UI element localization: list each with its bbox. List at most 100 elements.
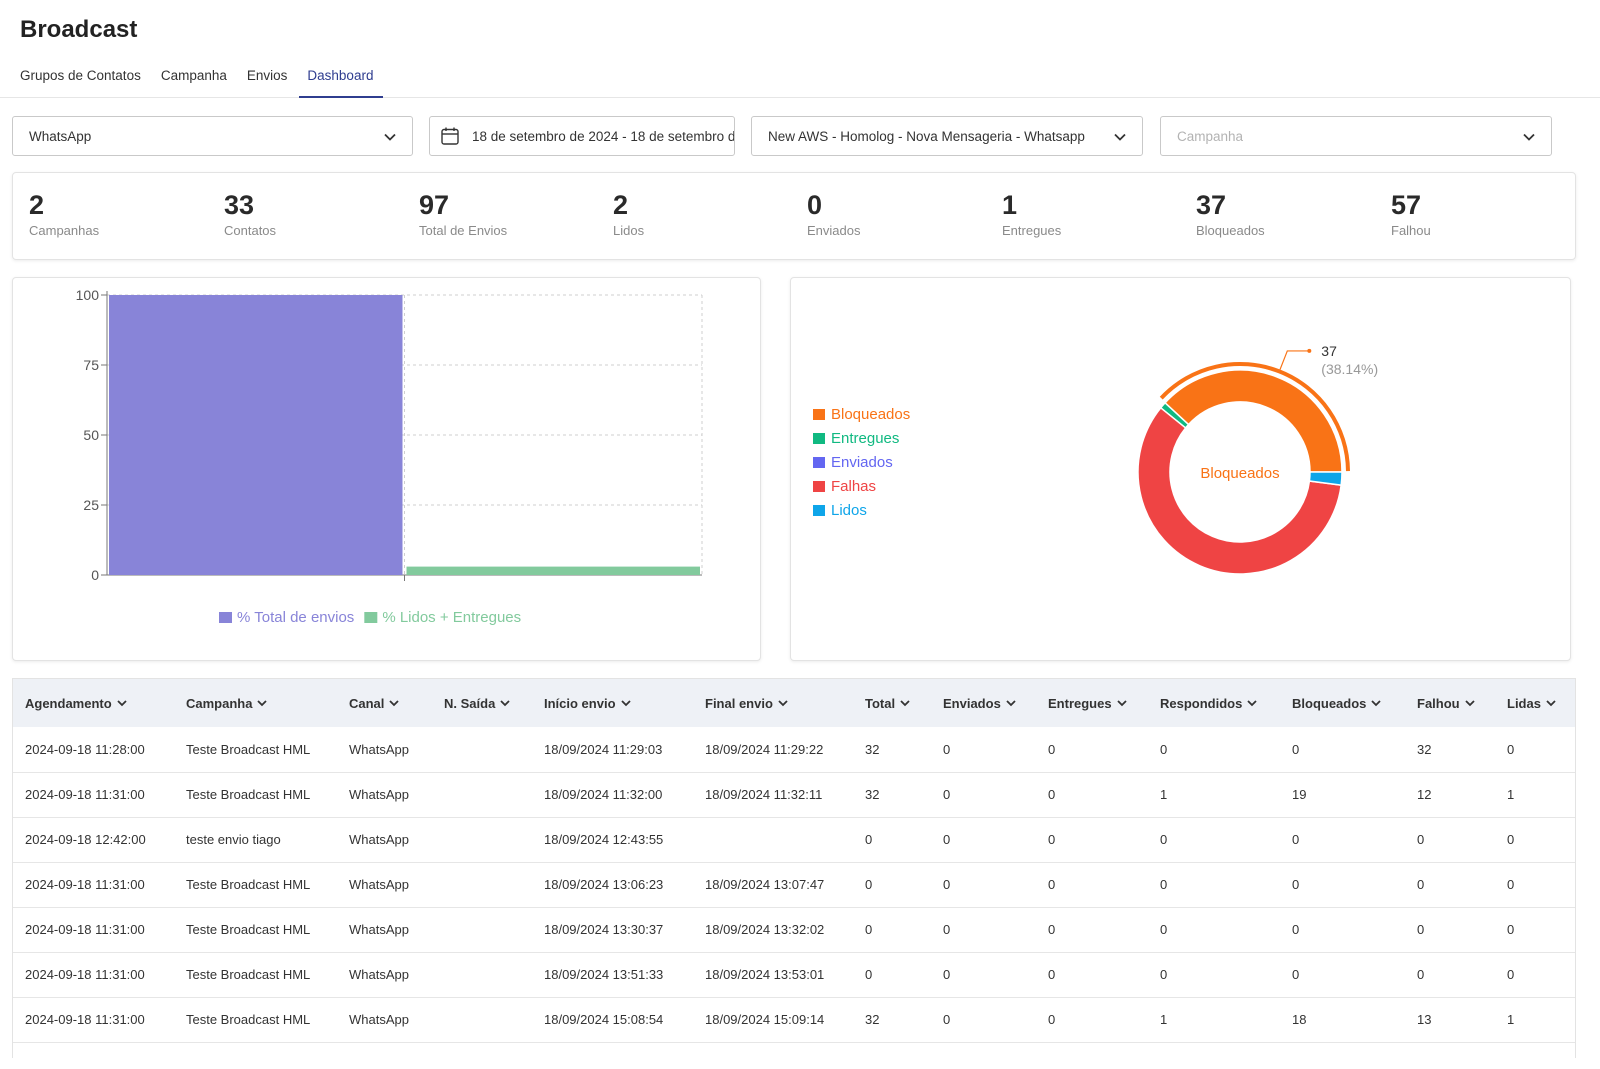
tab-grupos-de-contatos[interactable]: Grupos de Contatos bbox=[20, 68, 141, 83]
chevron-down-icon bbox=[778, 699, 788, 706]
legend-label[interactable]: Enviados bbox=[831, 454, 893, 471]
table-cell: 0 bbox=[1036, 817, 1148, 863]
bar[interactable] bbox=[109, 295, 403, 575]
table-cell: 18/09/2024 15:08:54 bbox=[532, 997, 693, 1043]
tab-bar: Grupos de Contatos Campanha Envios Dashb… bbox=[12, 62, 387, 98]
table-row[interactable]: 2024-09-18 11:28:00 Teste Broadcast HML Wh… bbox=[13, 727, 1575, 773]
column-header[interactable]: Lidas bbox=[1495, 679, 1575, 727]
table-cell: 18/09/2024 11:32:11 bbox=[693, 772, 853, 818]
table-cell: 0 bbox=[931, 817, 1036, 863]
stat-label: Total de Envios bbox=[419, 222, 508, 238]
legend-label[interactable]: Entregues bbox=[831, 430, 899, 447]
stat-label: Falhou bbox=[1391, 222, 1431, 238]
table-cell: 0 bbox=[1495, 817, 1575, 863]
column-header[interactable]: Bloqueados bbox=[1280, 679, 1405, 727]
table-cell: 12 bbox=[1405, 772, 1495, 818]
bar-grid bbox=[107, 294, 703, 575]
legend-swatch bbox=[813, 481, 825, 492]
channel-select-value: WhatsApp bbox=[29, 128, 92, 144]
table-row[interactable]: 2024-09-18 11:31:00 Teste Broadcast HML Wh… bbox=[13, 952, 1575, 998]
legend-label[interactable]: Lidos bbox=[831, 502, 867, 519]
column-header[interactable]: Total bbox=[853, 679, 931, 727]
table-cell: 0 bbox=[1036, 907, 1148, 953]
table-cell: 19 bbox=[1280, 772, 1405, 818]
table-cell: 0 bbox=[1405, 952, 1495, 998]
table-cell bbox=[432, 907, 532, 953]
table-cell: 0 bbox=[1405, 817, 1495, 863]
table-cell: 18/09/2024 13:53:01 bbox=[693, 952, 853, 998]
column-header[interactable]: Entregues bbox=[1036, 679, 1148, 727]
table-cell: 18/09/2024 13:30:37 bbox=[532, 907, 693, 953]
table-cell: 2024-09-18 12:42:00 bbox=[13, 817, 174, 863]
chevron-down-icon bbox=[1247, 699, 1257, 706]
table-cell: WhatsApp bbox=[337, 727, 432, 773]
legend-label[interactable]: Falhas bbox=[831, 478, 876, 495]
donut-slice[interactable] bbox=[1137, 406, 1342, 575]
legend-swatch bbox=[813, 505, 825, 516]
column-header-label: N. Saída bbox=[444, 695, 496, 711]
table-cell: 0 bbox=[1036, 862, 1148, 908]
column-header[interactable]: Final envio bbox=[693, 679, 853, 727]
table-cell bbox=[432, 952, 532, 998]
table-cell bbox=[432, 862, 532, 908]
donut-center-label: Bloqueados bbox=[1200, 465, 1279, 482]
table-cell: WhatsApp bbox=[337, 952, 432, 998]
chevron-down-icon bbox=[389, 699, 400, 706]
legend-label[interactable]: % Total de envios bbox=[237, 609, 354, 626]
column-header[interactable]: Início envio bbox=[532, 679, 693, 727]
chevron-down-icon bbox=[1523, 133, 1535, 141]
page-header: Broadcast Grupos de Contatos Campanha En… bbox=[0, 0, 1600, 98]
stat-entregues: 1 Entregues bbox=[1002, 190, 1192, 237]
campaign-select[interactable]: Campanha bbox=[1160, 116, 1552, 156]
table-cell: 13 bbox=[1405, 997, 1495, 1043]
table-row[interactable]: 2024-09-18 11:31:00 Teste Broadcast HML Wh… bbox=[13, 862, 1575, 908]
date-range-value: 18 de setembro de 2024 - 18 de setembro … bbox=[472, 128, 734, 144]
tab-envios[interactable]: Envios bbox=[246, 68, 288, 83]
table-cell: 0 bbox=[1148, 727, 1280, 773]
table-cell: 18/09/2024 13:51:33 bbox=[532, 952, 693, 998]
table-cell: 18/09/2024 11:29:22 bbox=[693, 727, 853, 773]
stat-label: Enviados bbox=[807, 222, 861, 238]
column-header[interactable]: Falhou bbox=[1405, 679, 1495, 727]
table-row[interactable]: 2024-09-18 11:31:00 Teste Broadcast HML Wh… bbox=[13, 907, 1575, 953]
column-header-label: Agendamento bbox=[25, 695, 112, 711]
stat-total-de-envios: 97 Total de Envios bbox=[419, 190, 609, 238]
legend-label[interactable]: Bloqueados bbox=[831, 406, 910, 423]
tab-dashboard[interactable]: Dashboard bbox=[299, 62, 384, 98]
table-cell: 0 bbox=[1036, 727, 1148, 773]
table-cell: 0 bbox=[1495, 952, 1575, 998]
column-header[interactable]: Respondidos bbox=[1148, 679, 1280, 727]
column-header-label: Enviados bbox=[943, 695, 1001, 711]
tab-campanha[interactable]: Campanha bbox=[160, 68, 227, 83]
account-select[interactable]: New AWS - Homolog - Nova Mensageria - Wh… bbox=[751, 116, 1143, 156]
table-cell: teste envio tiago bbox=[174, 817, 337, 863]
donut-chart: 37 (38.14%) Bloqueados Bloqueados Entregues E… bbox=[813, 343, 1378, 575]
table-cell: 18/09/2024 13:06:23 bbox=[532, 862, 693, 908]
table-cell: 0 bbox=[1405, 862, 1495, 908]
table-cell: 0 bbox=[1036, 997, 1148, 1043]
table-cell bbox=[432, 727, 532, 773]
y-tick-label: 25 bbox=[83, 497, 99, 513]
column-header-label: Final envio bbox=[705, 695, 773, 711]
channel-select[interactable]: WhatsApp bbox=[12, 116, 413, 156]
donut-slice[interactable] bbox=[1163, 369, 1343, 473]
donut-slice[interactable] bbox=[1308, 471, 1343, 487]
legend-label[interactable]: % Lidos + Entregues bbox=[382, 609, 521, 626]
column-header[interactable]: N. Saída bbox=[432, 679, 532, 727]
y-tick-label: 0 bbox=[91, 567, 99, 583]
date-range-picker[interactable]: 18 de setembro de 2024 - 18 de setembro … bbox=[429, 116, 735, 156]
table-row[interactable]: 2024-09-18 12:42:00 teste envio tiago What… bbox=[13, 817, 1575, 863]
column-header[interactable]: Canal bbox=[337, 679, 432, 727]
table-cell: 2024-09-18 11:31:00 bbox=[13, 862, 174, 908]
column-header[interactable]: Agendamento bbox=[13, 679, 174, 727]
stat-label: Campanhas bbox=[29, 222, 100, 238]
column-header[interactable]: Campanha bbox=[174, 679, 337, 727]
stat-value: 0 bbox=[807, 190, 823, 220]
column-header[interactable]: Enviados bbox=[931, 679, 1036, 727]
bar[interactable] bbox=[406, 566, 701, 575]
table-row[interactable]: 2024-09-18 11:31:00 Teste Broadcast HML Wh… bbox=[13, 997, 1575, 1043]
chevron-down-icon bbox=[500, 699, 510, 706]
column-header-label: Respondidos bbox=[1160, 695, 1243, 711]
table-row[interactable]: 2024-09-18 11:31:00 Teste Broadcast HML Wh… bbox=[13, 772, 1575, 818]
calendar-icon bbox=[441, 127, 459, 145]
